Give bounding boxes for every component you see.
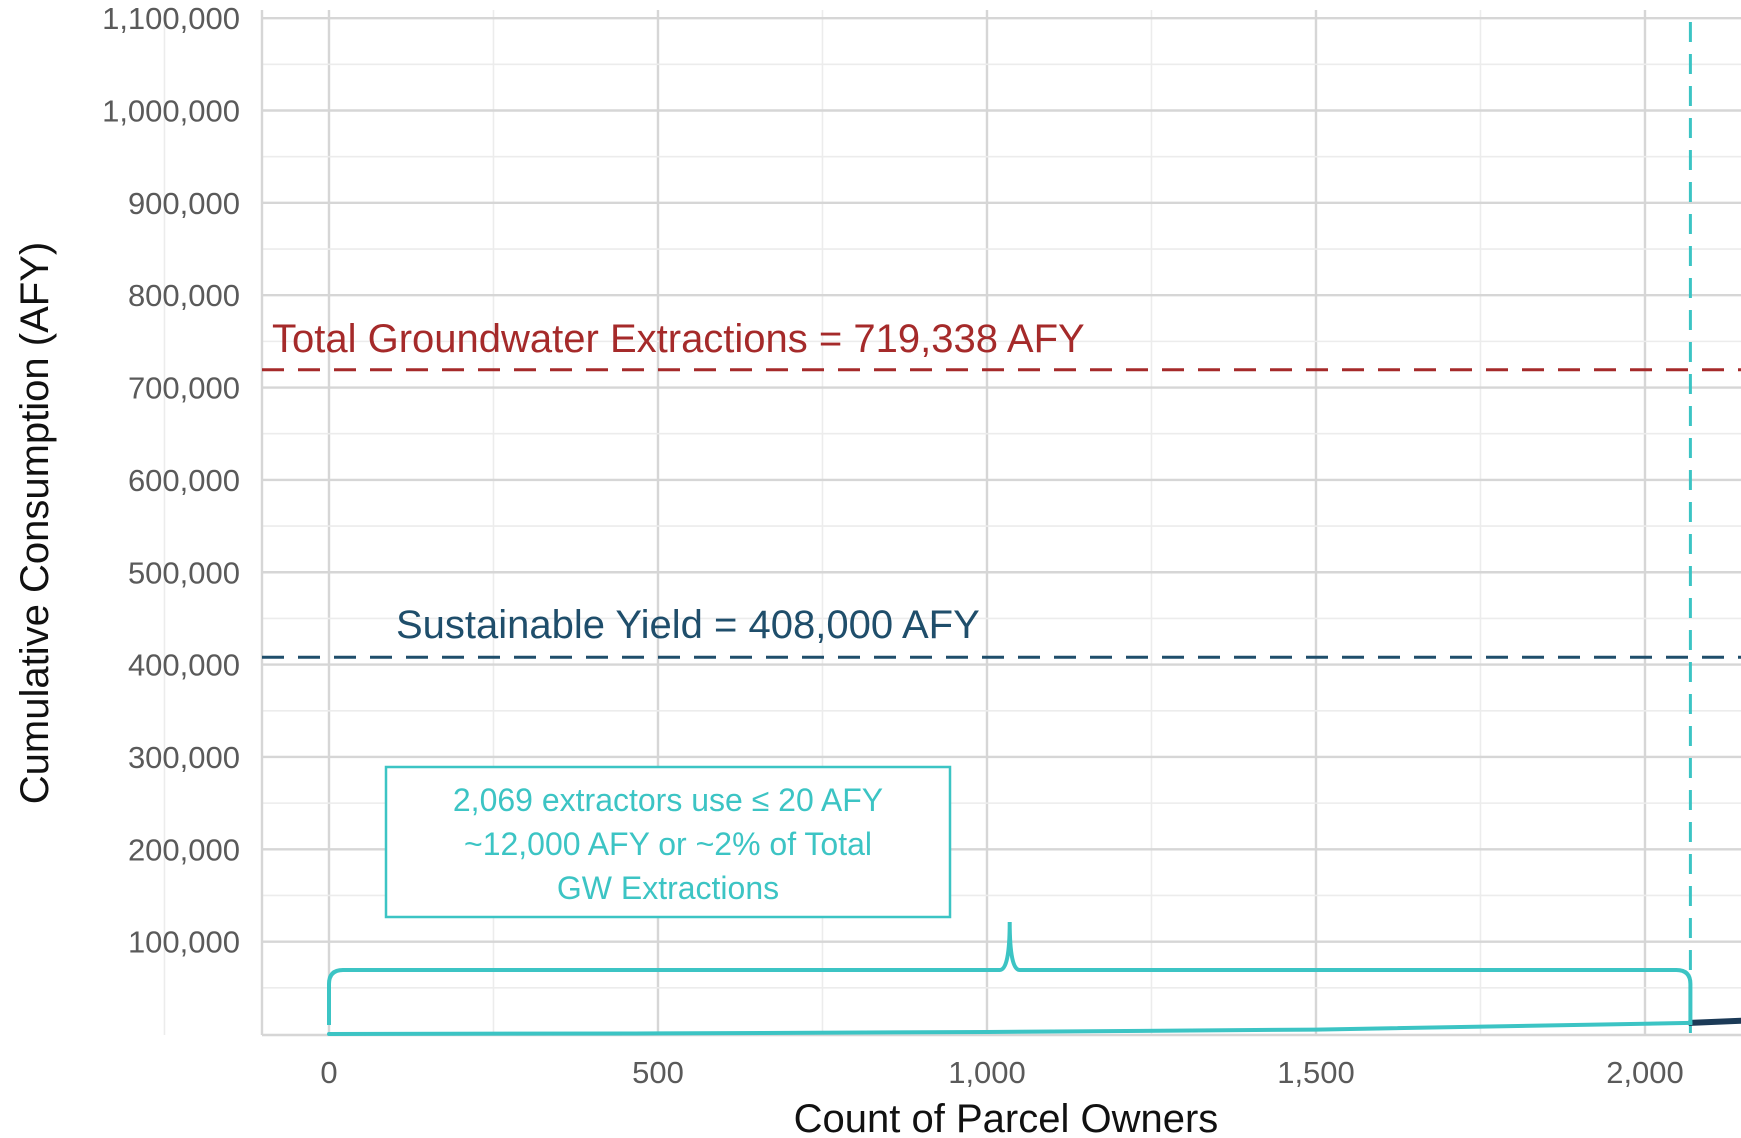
axis-ticks: 05001,0001,5002,0002,5003,0003,5004,0001… [102,1,1684,1090]
callout-text-line: 2,069 extractors use ≤ 20 AFY [453,782,883,818]
callout-brace [327,921,1693,1025]
callout-text-line: ~12,000 AFY or ~2% of Total [464,826,872,862]
y-tick-label: 200,000 [128,832,240,867]
y-tick-label: 400,000 [128,648,240,683]
callout: 2,069 extractors use ≤ 20 AFY ~12,000 AFY… [327,765,1693,1025]
y-tick-label: 800,000 [128,278,240,313]
x-tick-label: 1,500 [1277,1055,1355,1090]
x-tick-label: 1,000 [948,1055,1026,1090]
y-tick-label: 300,000 [128,740,240,775]
y-tick-label: 600,000 [128,463,240,498]
y-tick-label: 900,000 [128,186,240,221]
y-tick-label: 1,100,000 [102,1,240,36]
total-extractions-label: Total Groundwater Extractions = 719,338 … [272,317,1085,361]
grid [163,10,1741,1037]
x-tick-label: 500 [632,1055,684,1090]
reference-lines: Total Groundwater Extractions = 719,338 … [262,22,1741,1033]
y-tick-label: 100,000 [128,925,240,960]
callout-box [384,765,952,919]
y-tick-label: 700,000 [128,371,240,406]
x-tick-label: 2,000 [1606,1055,1684,1090]
sustainable-yield-label: Sustainable Yield = 408,000 AFY [396,603,980,647]
x-tick-label: 0 [320,1055,337,1090]
series-line-main [1687,1017,1741,1026]
y-axis-title: Cumulative Consumption (AFY) [13,242,57,804]
y-tick-label: 1,000,000 [102,94,240,129]
y-tick-label: 500,000 [128,555,240,590]
cumulative-curve [327,1017,1741,1036]
x-axis-title: Count of Parcel Owners [794,1097,1219,1138]
callout-text-line: GW Extractions [557,870,779,906]
series-line-highlight [327,1020,1693,1036]
